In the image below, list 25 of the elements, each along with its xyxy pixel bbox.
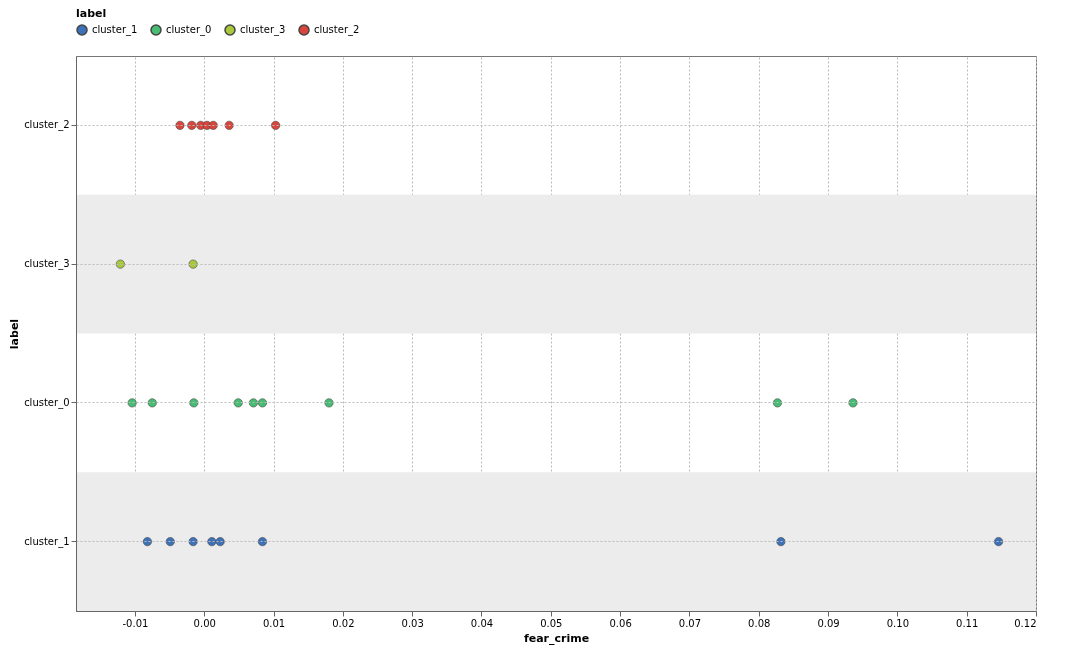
x-tick-label: 0.07 [678,617,702,629]
x-tick-label: 0.01 [262,617,286,629]
y-tick-label: cluster_3 [24,258,70,271]
y-axis-title: label [8,318,22,350]
x-tick-label: 0.02 [332,617,355,629]
y-tick-label: cluster_0 [24,396,70,409]
legend-label: cluster_1 [92,24,138,36]
x-tick-label: 0.06 [609,617,632,629]
x-tick-label: 0.04 [470,617,494,629]
legend-title: label [76,7,107,20]
x-axis-title: fear_crime [523,631,590,645]
y-tick-label: cluster_1 [24,535,70,548]
x-tick-label: 0.00 [193,617,216,629]
x-tick-label: 0.10 [886,617,909,629]
legend-label: cluster_2 [314,24,360,36]
legend-label: cluster_0 [166,24,212,36]
legend-label: cluster_3 [240,24,286,36]
x-tick-label: -0.01 [122,617,149,629]
y-tick-label: cluster_2 [24,119,70,132]
x-tick-label: 0.03 [401,617,424,629]
x-tick-label: 0.05 [540,617,563,629]
x-tick-label: 0.09 [817,617,840,629]
x-tick-label: 0.12 [1014,617,1037,629]
x-tick-label: 0.08 [748,617,771,629]
x-tick-label: 0.11 [956,617,979,629]
